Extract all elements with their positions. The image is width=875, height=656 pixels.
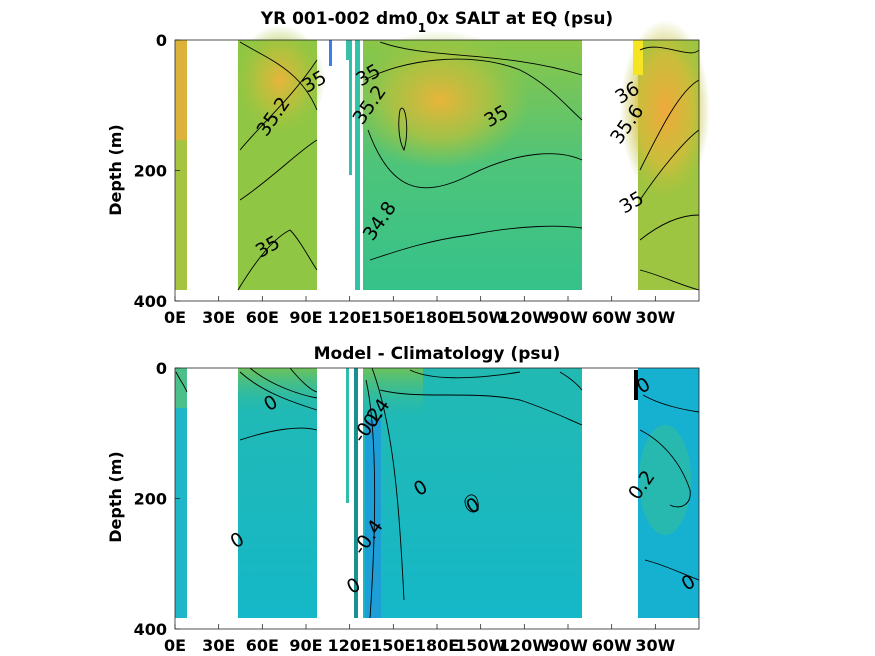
x-tick-label: 90W (548, 308, 588, 327)
panel-1-fill-pacific-hot (350, 30, 530, 170)
x-tick-label: 60W (592, 308, 632, 327)
panel-1-contours (237, 41, 700, 291)
panel-2-y-axis-label: Depth (m) (106, 451, 125, 543)
x-tick-label: 0E (164, 308, 186, 327)
x-tick-label: 30E (202, 636, 235, 655)
x-tick-label: 60E (246, 308, 279, 327)
panel-2-fill-atlantic-patch (639, 425, 691, 535)
y-tick-label: 400 (134, 292, 167, 311)
panel-2-contour (365, 379, 376, 619)
y-tick-label: 200 (134, 490, 167, 509)
panel-1-title-sub: 1 (418, 21, 426, 35)
panel-2-contour (639, 429, 691, 508)
panel-1-contour (369, 225, 583, 261)
x-tick-label: 30E (202, 308, 235, 327)
panel-1-fill-strip-b (349, 40, 352, 175)
x-tick-label: 150W (455, 308, 506, 327)
panel-2-fill-pacific-blue (365, 420, 381, 618)
panel-2-contour (175, 371, 188, 393)
panel-2-contour (379, 389, 583, 426)
panel-2-fill-pacific-top (363, 368, 423, 418)
x-tick-label: 120W (499, 636, 550, 655)
panel-2-title: Model - Climatology (psu) (314, 344, 561, 364)
panel-1-contour (639, 46, 700, 54)
panel-2-fill-west-top (175, 368, 187, 408)
x-tick-label: 150E (371, 636, 415, 655)
x-tick-label: 120W (499, 308, 550, 327)
panel-1-contour (379, 41, 583, 76)
y-tick-label: 400 (134, 620, 167, 639)
panel-2-fill-strip-b (354, 368, 358, 618)
x-tick-label: 150E (371, 308, 415, 327)
panel-1-title: YR 001-002 dm010x SALT at EQ (psu) (260, 9, 613, 35)
panel-2-contour (559, 371, 583, 391)
panel-2-contours (175, 367, 700, 619)
panel-2-contour (371, 367, 405, 601)
panel-1-fill-atlantic-yellow (633, 40, 643, 75)
panel-2-contour (249, 367, 318, 399)
x-tick-label: 0E (164, 636, 186, 655)
panel-2-contour (644, 559, 700, 581)
x-tick-label: 150W (455, 636, 506, 655)
panel-1-contour (237, 229, 318, 291)
x-tick-label: 90W (548, 636, 588, 655)
x-tick-label: 180E (415, 636, 459, 655)
svg-text:YR 001-002 dm010x SALT at EQ (: YR 001-002 dm010x SALT at EQ (psu) (260, 9, 613, 35)
panel-1-contour (639, 79, 700, 171)
panel-1-title-main: YR 001-002 dm0 (260, 9, 418, 29)
x-tick-label: 90E (289, 636, 322, 655)
panel-2-contour (409, 369, 521, 379)
panel-2-y-ticks: 0 200 400 (134, 359, 180, 639)
panel-1-contour (398, 107, 408, 152)
panel-2-contour (464, 494, 479, 513)
y-tick-label: 200 (134, 162, 167, 181)
x-tick-label: 180E (415, 308, 459, 327)
panel-1-y-axis-label: Depth (m) (106, 124, 125, 216)
contour-label: 0 (343, 574, 364, 599)
panel-1-fill-west-hot (175, 40, 187, 140)
panel-2-dense-contour-mark (634, 370, 638, 400)
panel-1-contour (639, 269, 700, 291)
panel-1-y-ticks: 0 200 400 (134, 31, 180, 311)
panel-1-contour (364, 58, 583, 121)
x-tick-label: 30W (635, 636, 675, 655)
panel-1-title-tail: 0x SALT at EQ (psu) (426, 9, 613, 29)
x-tick-label: 120E (328, 308, 372, 327)
x-tick-label: 60E (246, 636, 279, 655)
x-tick-label: 60W (592, 636, 632, 655)
panel-2-contour (289, 367, 318, 393)
x-tick-label: 30W (635, 308, 675, 327)
panel-2: Model - Climatology (psu) Depth (m) (106, 344, 700, 655)
y-tick-label: 0 (156, 359, 167, 378)
panel-1-contour (239, 59, 318, 151)
panel-2-contour (239, 427, 318, 441)
panel-1: YR 001-002 dm010x SALT at EQ (psu) Depth… (106, 9, 710, 327)
panel-1-fill-strip-c (355, 40, 360, 290)
panel-1-contour (639, 214, 700, 241)
panel-1-contour (639, 129, 700, 201)
panel-2-fill-west (175, 368, 187, 618)
panel-1-contour (239, 41, 318, 111)
panel-2-contour (642, 394, 700, 413)
panel-1-fill-strip-a (346, 40, 351, 60)
panel-2-fill-strip-a (346, 368, 349, 503)
x-tick-label: 120E (328, 636, 372, 655)
panel-2-contour (239, 371, 318, 411)
y-tick-label: 0 (156, 31, 167, 50)
panel-1-fill-indian-hot (235, 25, 325, 135)
x-tick-label: 90E (289, 308, 322, 327)
panel-1-contour (239, 139, 318, 201)
panel-1-fill-strip-blue (329, 40, 332, 66)
panel-1-contour (367, 129, 583, 189)
